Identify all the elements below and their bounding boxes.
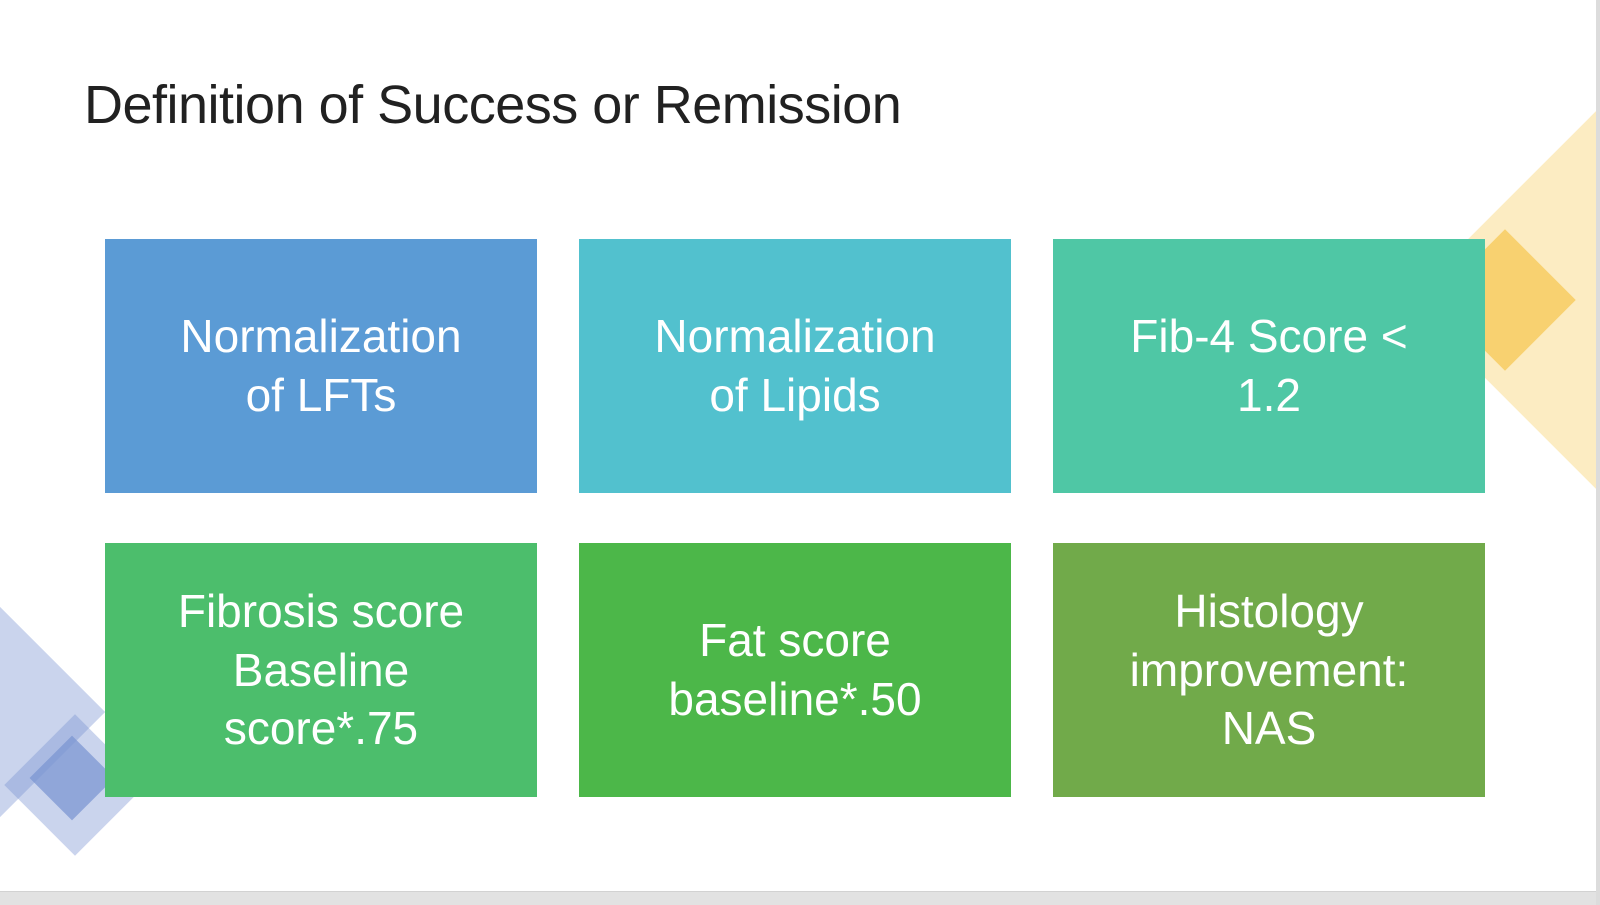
box-normalization-of-lfts: Normalization of LFTs	[105, 239, 537, 493]
box-normalization-of-lipids: Normalization of Lipids	[579, 239, 1011, 493]
box-fib4-score: Fib-4 Score < 1.2	[1053, 239, 1485, 493]
right-edge-strip	[1596, 0, 1600, 905]
decorative-lavender-diamond-large	[0, 499, 106, 905]
box-fat-score: Fat score baseline*.50	[579, 543, 1011, 797]
box-histology-improvement: Histology improvement: NAS	[1053, 543, 1485, 797]
slide-title: Definition of Success or Remission	[84, 75, 902, 135]
definition-grid: Normalization of LFTs Normalization of L…	[105, 239, 1485, 797]
box-fibrosis-score: Fibrosis score Baseline score*.75	[105, 543, 537, 797]
bottom-edge-strip	[0, 891, 1600, 905]
